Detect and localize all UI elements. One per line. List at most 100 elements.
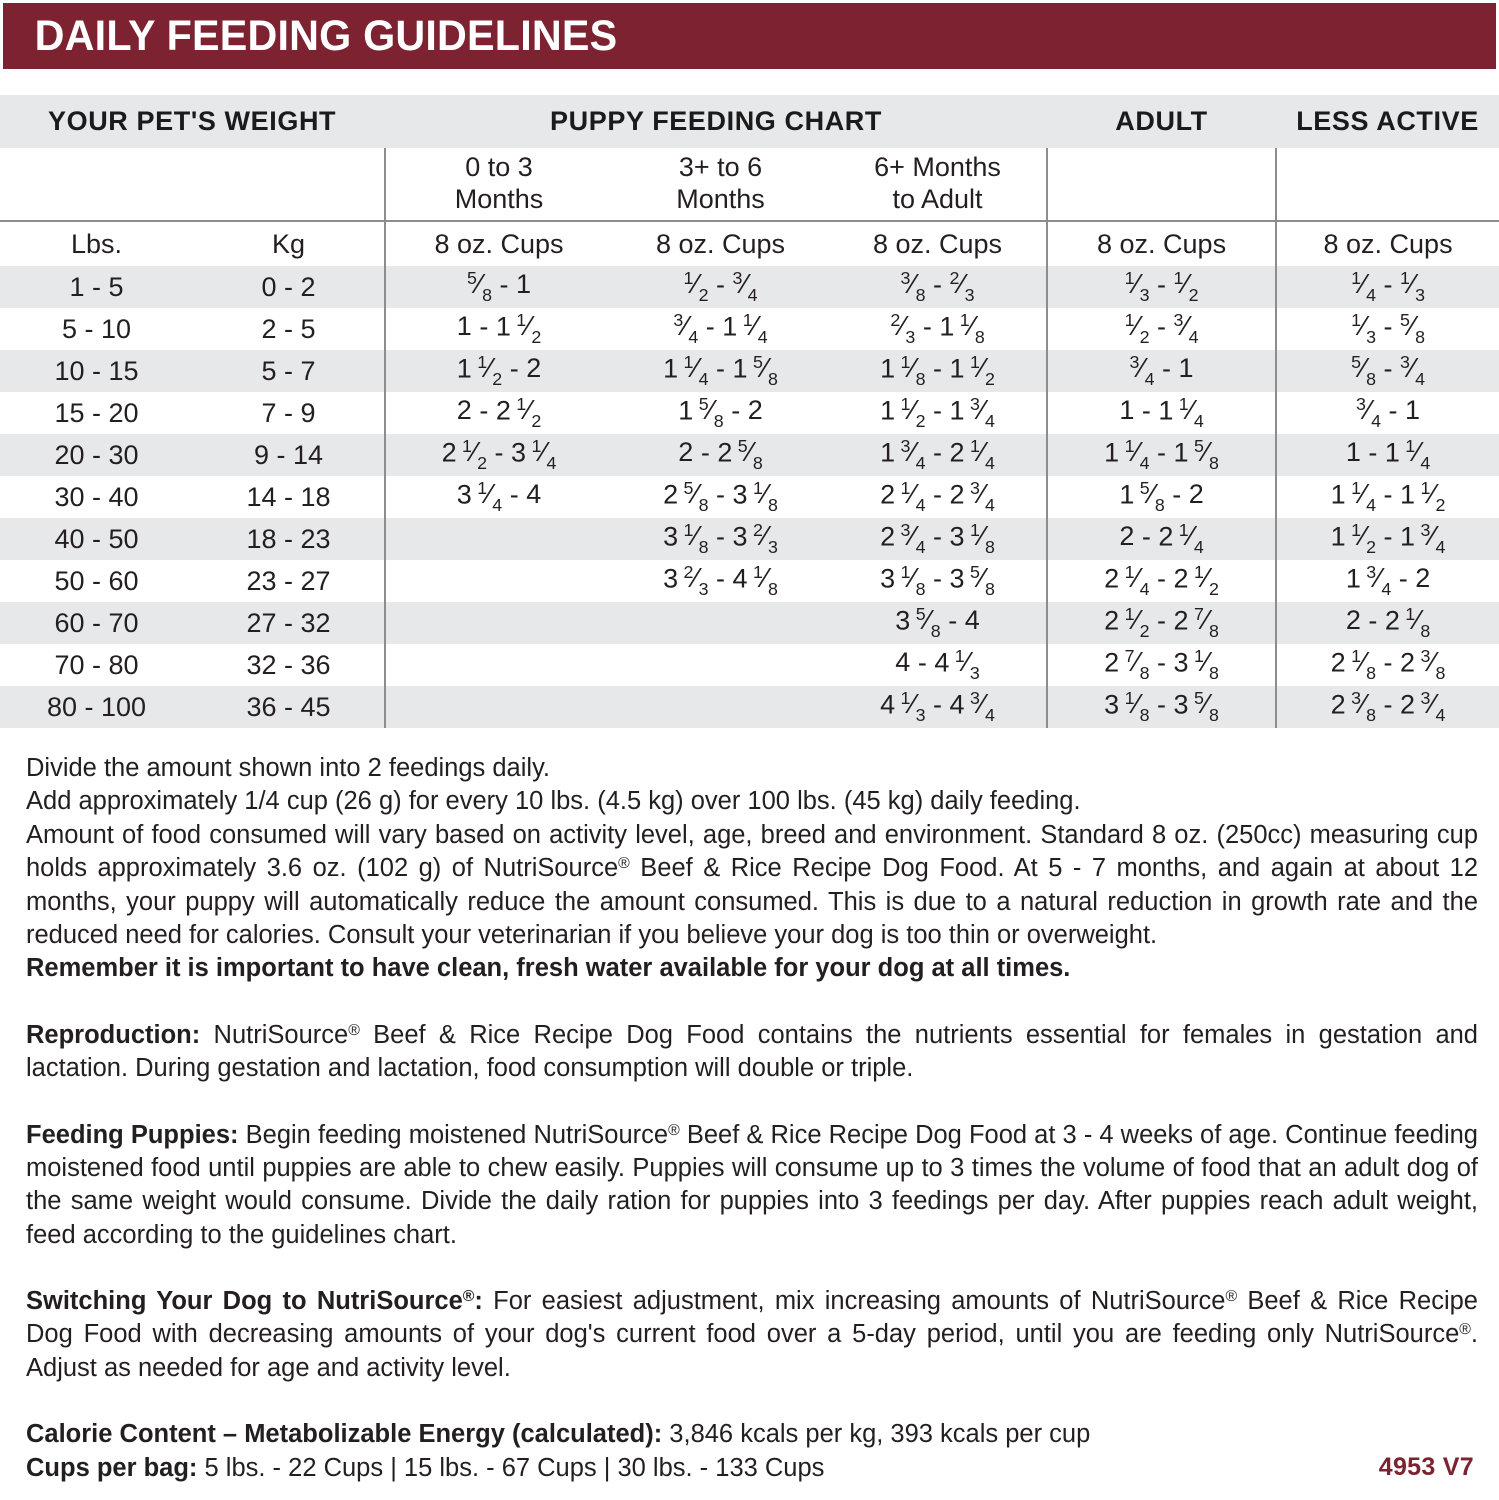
registered-icon: ® bbox=[348, 1021, 360, 1039]
cell-less-active: 5⁄8 - 3⁄4 bbox=[1275, 350, 1499, 392]
cell-puppy-3-6-months: 2 - 2 5⁄8 bbox=[612, 434, 830, 476]
cell-puppy-0-3-months bbox=[384, 686, 613, 728]
registered-icon: ® bbox=[618, 854, 630, 872]
spacer-1 bbox=[26, 986, 1478, 1019]
cell-puppy-6-adult: 3 5⁄8 - 4 bbox=[829, 602, 1048, 644]
registered-icon: ® bbox=[462, 1287, 475, 1305]
unit-header-puppy-3-6: 8 oz. Cups bbox=[655, 228, 786, 259]
unit-header-puppy-6-adult: 8 oz. Cups bbox=[872, 228, 1003, 259]
cell-less-active: 1 - 1 1⁄4 bbox=[1275, 434, 1499, 476]
section-switching-label-a: Switching Your Dog to NutriSource bbox=[26, 1287, 463, 1316]
registered-icon: ® bbox=[1459, 1321, 1471, 1339]
cell-weight-kg: 36 - 45 bbox=[193, 686, 386, 728]
group-header-row: YOUR PET'S WEIGHT PUPPY FEEDING CHART AD… bbox=[0, 95, 1499, 148]
cell-weight-kg: 18 - 23 bbox=[193, 518, 386, 560]
section-feeding-puppies-text-b: Beef & Rice Recipe Dog Food at 3 - 4 wee… bbox=[26, 1120, 1478, 1249]
group-header-weight: YOUR PET'S WEIGHT bbox=[0, 95, 386, 148]
cell-weight-kg: 7 - 9 bbox=[261, 397, 316, 428]
unit-header-adult: 8 oz. Cups bbox=[1046, 221, 1277, 266]
cell-weight-lbs: 80 - 100 bbox=[0, 686, 193, 728]
section-calorie-content: Calorie Content – Metabolizable Energy (… bbox=[26, 1418, 1478, 1451]
cell-puppy-3-6-months: 1 1⁄4 - 1 5⁄8 bbox=[612, 350, 830, 392]
cell-puppy-6-adult: 1 1⁄2 - 1 3⁄4 bbox=[880, 394, 995, 431]
cell-adult: 3 1⁄8 - 3 5⁄8 bbox=[1046, 686, 1277, 728]
cell-puppy-0-3-months bbox=[384, 602, 613, 644]
cell-weight-lbs: 1 - 5 bbox=[0, 266, 193, 308]
table-row: 80 - 100 36 - 45 4 1⁄3 - 4 3⁄4 3 1⁄8 - 3 5⁄… bbox=[0, 686, 1499, 728]
section-feeding-puppies: Feeding Puppies: Begin feeding moistened… bbox=[26, 1119, 1478, 1253]
section-switching-text-b: Beef & Rice Recipe Dog Food with decreas… bbox=[26, 1287, 1478, 1349]
cell-weight-lbs: 40 - 50 bbox=[0, 518, 193, 560]
cell-weight-kg: 2 - 5 bbox=[261, 313, 316, 344]
notes-and-sections: Divide the amount shown into 2 feedings … bbox=[26, 752, 1478, 1485]
cell-puppy-0-3-months bbox=[384, 518, 613, 560]
age-header-blank-adult bbox=[1046, 148, 1277, 222]
registered-icon: ® bbox=[668, 1121, 680, 1139]
age-header-6-adult: 6+ Months to Adult bbox=[829, 148, 1048, 222]
cell-adult: 1 1⁄4 - 1 5⁄8 bbox=[1046, 434, 1277, 476]
cups-per-bag-label: Cups per bag: bbox=[26, 1453, 198, 1482]
age-header-0-3-line1: 0 to 3 bbox=[465, 152, 533, 183]
cell-puppy-3-6-months: 3⁄4 - 1 1⁄4 bbox=[673, 310, 768, 347]
cell-less-active: 1 3⁄4 - 2 bbox=[1275, 560, 1499, 602]
cell-weight-lbs: 70 - 80 bbox=[54, 649, 139, 680]
note-divide-feedings: Divide the amount shown into 2 feedings … bbox=[26, 754, 551, 782]
section-cups-per-bag: Cups per bag: 5 lbs. - 22 Cups | 15 lbs.… bbox=[26, 1452, 1478, 1485]
feeding-chart: YOUR PET'S WEIGHT PUPPY FEEDING CHART AD… bbox=[0, 95, 1499, 728]
section-switching: Switching Your Dog to NutriSource®: For … bbox=[26, 1285, 1478, 1385]
cell-adult: 3⁄4 - 1 bbox=[1046, 350, 1277, 392]
note-amount-varies-b: Beef & Rice Recipe Dog Food. At 5 - 7 mo… bbox=[26, 854, 1479, 949]
spacer-2 bbox=[26, 1086, 1478, 1119]
section-reproduction-label: Reproduction: bbox=[26, 1020, 201, 1049]
cell-puppy-6-adult: 4 - 4 1⁄3 bbox=[895, 646, 980, 683]
cell-less-active: 2 3⁄8 - 2 3⁄4 bbox=[1275, 686, 1499, 728]
cell-puppy-3-6-months: 1⁄2 - 3⁄4 bbox=[612, 266, 830, 308]
age-header-3-6-line2: Months bbox=[676, 184, 765, 214]
cell-puppy-0-3-months bbox=[384, 560, 613, 602]
registered-icon: ® bbox=[1225, 1287, 1238, 1305]
note-amount-varies-a: Amount of food consumed will vary based … bbox=[26, 820, 1478, 883]
age-header-row: 0 to 3 Months 3+ to 6 Months 6+ Months t… bbox=[0, 148, 1499, 222]
cell-weight-lbs: 15 - 20 bbox=[54, 397, 139, 428]
age-header-0-3-line2: Months bbox=[454, 184, 544, 214]
cell-puppy-0-3-months bbox=[384, 644, 613, 686]
cell-puppy-3-6-months: 3 2⁄3 - 4 1⁄8 bbox=[663, 562, 778, 599]
cell-weight-kg: 23 - 27 bbox=[246, 565, 331, 596]
cell-adult: 1 5⁄8 - 2 bbox=[1046, 476, 1277, 518]
cell-puppy-3-6-months bbox=[612, 686, 830, 728]
cell-less-active: 2 - 2 1⁄8 bbox=[1275, 602, 1499, 644]
cell-weight-lbs: 10 - 15 bbox=[0, 350, 193, 392]
table-row: 20 - 30 9 - 14 2 1⁄2 - 3 1⁄4 2 - 2 5⁄8 1 3⁄4… bbox=[0, 434, 1499, 476]
unit-header-lbs: Lbs. bbox=[70, 228, 123, 259]
section-switching-label-b: : bbox=[474, 1287, 483, 1316]
spacer-4 bbox=[26, 1385, 1478, 1418]
age-header-6-adult-line2: to Adult bbox=[892, 184, 983, 214]
cell-weight-lbs: 60 - 70 bbox=[0, 602, 193, 644]
cell-weight-kg: 5 - 7 bbox=[193, 350, 386, 392]
footer-code: 4953 V7 bbox=[1378, 1453, 1474, 1481]
section-reproduction: Reproduction: NutriSource® Beef & Rice R… bbox=[26, 1019, 1478, 1086]
cell-puppy-0-3-months: 1 1⁄2 - 2 bbox=[384, 350, 613, 392]
spacer-3 bbox=[26, 1252, 1478, 1285]
cell-weight-kg: 0 - 2 bbox=[193, 266, 386, 308]
cell-adult: 2 - 2 1⁄4 bbox=[1046, 518, 1277, 560]
cell-adult: 2 1⁄2 - 2 7⁄8 bbox=[1046, 602, 1277, 644]
section-switching-text-c: . Adjust as needed for age and activity … bbox=[26, 1320, 1478, 1382]
cell-puppy-3-6-months bbox=[612, 644, 829, 686]
cell-puppy-3-6-months: 2 5⁄8 - 3 1⁄8 bbox=[663, 478, 778, 515]
cell-less-active: 1 1⁄4 - 1 1⁄2 bbox=[1275, 476, 1499, 518]
cell-weight-lbs: 50 - 60 bbox=[54, 565, 139, 596]
cell-less-active: 1⁄3 - 5⁄8 bbox=[1275, 308, 1499, 350]
cell-puppy-0-3-months: 1 - 1 1⁄2 bbox=[384, 308, 613, 350]
cell-puppy-3-6-months: 1 5⁄8 - 2 bbox=[678, 394, 763, 431]
cell-puppy-6-adult: 3⁄8 - 2⁄3 bbox=[829, 266, 1048, 308]
unit-header-less-active: 8 oz. Cups bbox=[1275, 221, 1499, 266]
cell-adult: 1⁄2 - 3⁄4 bbox=[1046, 308, 1277, 350]
table-row: 15 - 20 7 - 9 2 - 2 1⁄2 1 5⁄8 - 2 1 1⁄2 - 1 … bbox=[0, 392, 1499, 434]
note-fresh-water: Remember it is important to have clean, … bbox=[26, 954, 1071, 983]
cell-less-active: 1 1⁄2 - 1 3⁄4 bbox=[1275, 518, 1499, 560]
